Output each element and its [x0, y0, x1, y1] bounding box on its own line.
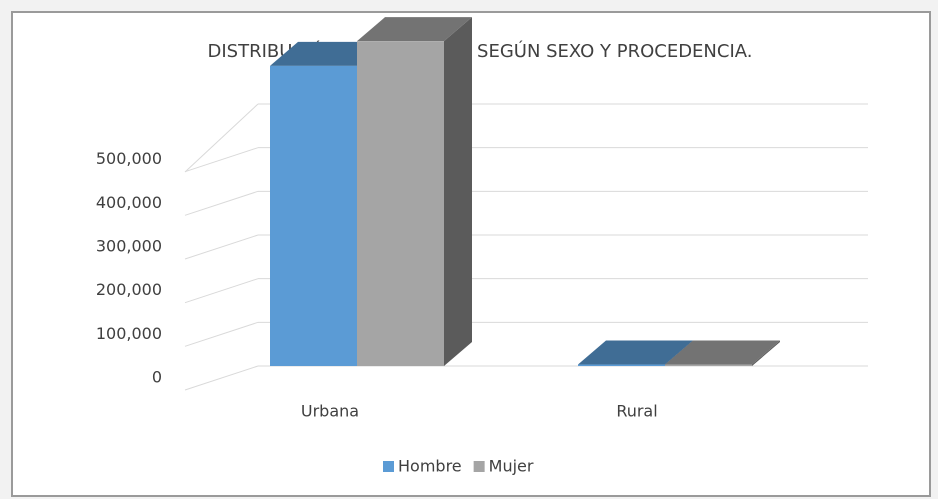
- grid-line: [184, 147, 259, 173]
- bar-side: [444, 17, 472, 367]
- legend-label: Mujer: [489, 457, 534, 476]
- bar: [578, 364, 665, 366]
- legend-swatch: [473, 461, 485, 472]
- grid-line: [184, 278, 259, 304]
- bar-top: [665, 340, 780, 365]
- y-tick-label: 500,000: [96, 149, 162, 168]
- y-tick-label: 200,000: [96, 280, 162, 299]
- bar-top: [578, 340, 693, 365]
- y-tick-label: 300,000: [96, 237, 162, 256]
- bar-side: [752, 340, 780, 366]
- grid-line: [184, 234, 259, 260]
- legend-swatch: [383, 461, 394, 472]
- x-tick-label: Urbana: [301, 402, 359, 421]
- y-tick-label: 100,000: [96, 324, 162, 343]
- bar: [270, 65, 357, 367]
- bar: [357, 41, 444, 367]
- grid-line: [184, 321, 259, 347]
- bar-top: [270, 41, 385, 66]
- y-tick-label: 0: [152, 368, 162, 387]
- grid-line: [184, 365, 259, 391]
- grid-line: [184, 190, 259, 216]
- legend-label: Hombre: [398, 457, 462, 476]
- bar-top: [357, 17, 472, 42]
- bar: [665, 364, 752, 366]
- y-tick-label: 400,000: [96, 193, 162, 212]
- x-tick-label: Rural: [616, 402, 657, 421]
- grid-line: [184, 103, 259, 173]
